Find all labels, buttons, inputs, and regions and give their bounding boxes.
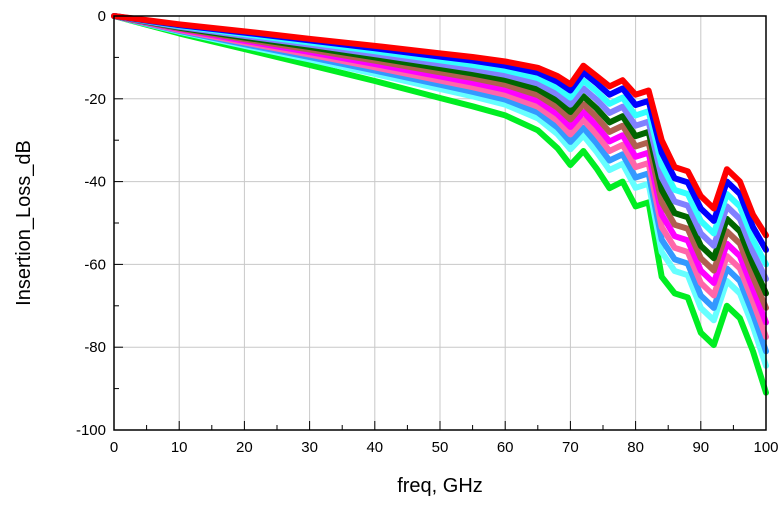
y-tick-label: -20: [84, 91, 106, 108]
series-group: [111, 13, 769, 396]
series-line-11: [111, 13, 769, 396]
y-tick-label: -40: [84, 174, 106, 191]
x-tick-label: 30: [301, 439, 318, 456]
x-tick-label: 10: [171, 439, 188, 456]
x-tick-label: 70: [562, 439, 579, 456]
x-tick-label: 0: [110, 439, 118, 456]
series-line-1: [111, 13, 769, 239]
x-tick-label: 40: [366, 439, 383, 456]
y-axis-title: Insertion_Loss_dB: [13, 140, 35, 306]
y-tick-label: -60: [84, 256, 106, 273]
x-axis-title: freq, GHz: [397, 475, 483, 497]
x-tick-label: 60: [497, 439, 514, 456]
tick-marks: [113, 15, 767, 431]
x-tick-label: 50: [432, 439, 449, 456]
x-tick-label: 90: [692, 439, 709, 456]
x-tick-label: 20: [236, 439, 253, 456]
x-tick-labels: 0 10 20 30 40 50 60 70 80 90 100: [110, 439, 779, 456]
y-tick-label: -100: [76, 422, 106, 439]
y-tick-label: -80: [84, 339, 106, 356]
x-tick-label: 100: [753, 439, 778, 456]
y-tick-labels: 0 -20 -40 -60 -80 -100: [76, 8, 106, 439]
x-tick-label: 80: [627, 439, 644, 456]
y-tick-label: 0: [98, 8, 106, 25]
